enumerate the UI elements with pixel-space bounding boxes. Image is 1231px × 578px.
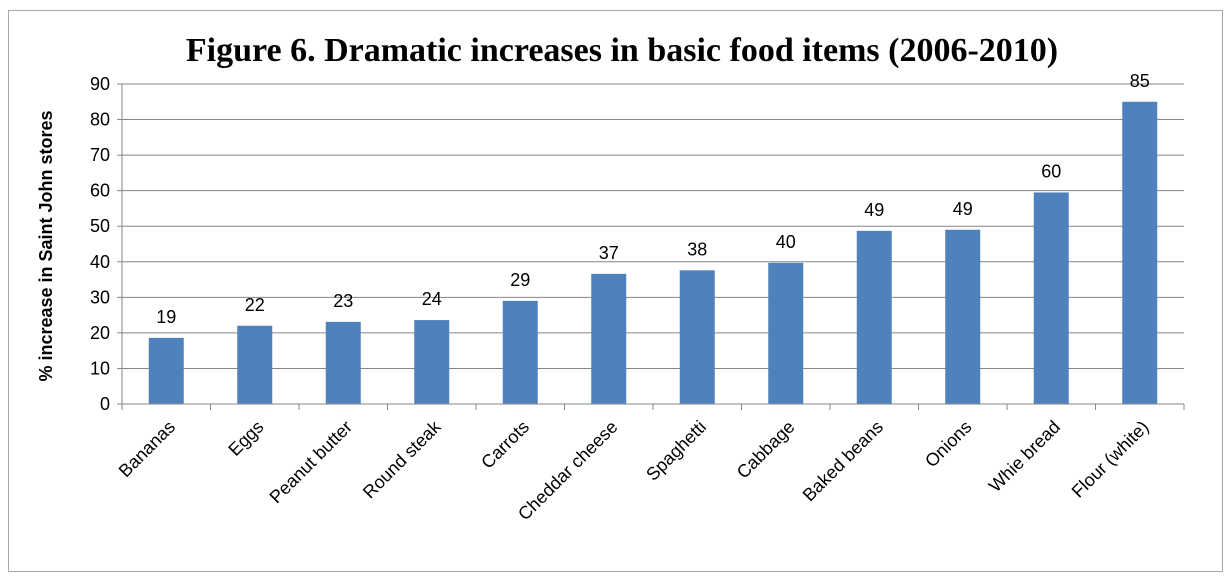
data-label: 24 [422,289,442,309]
bar [237,325,273,404]
bar [768,262,804,404]
chart-title: Figure 6. Dramatic increases in basic fo… [186,32,1058,69]
category-label: Flour (white) [1068,417,1153,502]
category-label: Carrots [477,417,533,473]
category-label: Round steak [359,416,445,502]
bar [679,270,715,404]
data-label: 37 [599,243,619,263]
data-labels: 19 22 23 24 29 37 38 40 49 49 60 85 [156,71,1150,327]
category-label: Onions [921,417,975,471]
y-tick-label: 0 [100,394,110,414]
bars [148,101,1158,405]
category-label: Baked beans [799,417,887,505]
y-tick-label: 60 [90,181,110,201]
y-tick-label: 50 [90,216,110,236]
category-label: Eggs [224,417,267,460]
bar [591,273,627,404]
data-label: 40 [776,232,796,252]
bar [502,300,538,404]
category-label: Cabbage [733,417,799,483]
bar [325,321,361,404]
bar [414,320,450,404]
y-tick-label: 10 [90,358,110,378]
data-label: 23 [333,291,353,311]
axes [117,83,1185,410]
bar [1122,101,1158,405]
data-label: 49 [864,200,884,220]
y-tick-label: 40 [90,252,110,272]
y-tick-labels: 0 10 20 30 40 50 60 70 80 90 [90,74,110,414]
data-label: 38 [687,239,707,259]
category-label: Peanut butter [266,417,357,508]
data-label: 29 [510,270,530,290]
category-label: Bananas [115,417,179,481]
data-label: 22 [245,295,265,315]
y-tick-label: 30 [90,287,110,307]
bar [856,230,892,404]
y-tick-label: 20 [90,323,110,343]
category-label: Spaghetti [642,417,710,485]
bar [945,229,981,404]
data-label: 60 [1041,161,1061,181]
y-tick-label: 80 [90,110,110,130]
bar [1033,192,1069,404]
data-label: 49 [953,199,973,219]
data-label: 85 [1130,71,1150,91]
category-label: Whie bread [985,417,1064,496]
data-label: 19 [156,307,176,327]
gridlines [122,83,1184,369]
bar [148,337,184,404]
y-tick-label: 90 [90,74,110,94]
y-axis-label: % increase in Saint John stores [36,110,56,381]
y-tick-label: 70 [90,145,110,165]
